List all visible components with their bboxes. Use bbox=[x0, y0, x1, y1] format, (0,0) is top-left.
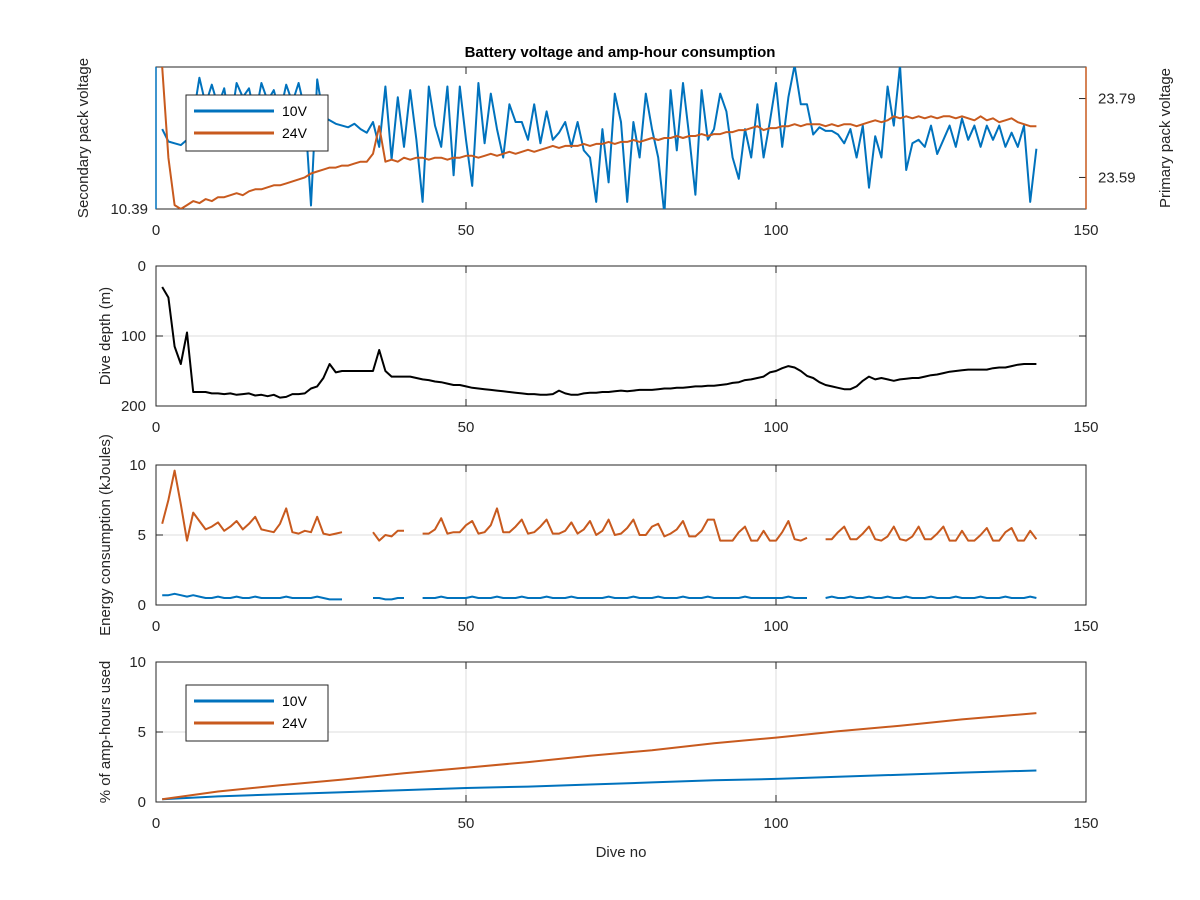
y-axis-label-right: Primary pack voltage bbox=[1157, 68, 1174, 208]
series-line-10v bbox=[162, 769, 1037, 801]
x-tick-label: 0 bbox=[152, 222, 160, 239]
y-tick-label-left: 10.39 bbox=[110, 201, 148, 218]
x-tick-label: 50 bbox=[458, 222, 475, 239]
y-axis-label: Dive depth (m) bbox=[97, 287, 114, 385]
voltage-panel: 0 50 100 150 10.39 23.59 23.79 Secondary pack v… bbox=[75, 58, 1174, 239]
energy-panel: 0 50 100 150 0 5 10 Energy consumption (kJoules… bbox=[97, 434, 1099, 636]
series-group bbox=[161, 286, 1037, 399]
x-tick-label: 150 bbox=[1073, 618, 1098, 635]
series-line-24v bbox=[162, 712, 1037, 801]
x-tick-label: 150 bbox=[1073, 222, 1098, 239]
x-tick-label: 150 bbox=[1073, 419, 1098, 436]
y-tick-label: 100 bbox=[121, 328, 146, 345]
y-tick-label-right: 23.59 bbox=[1098, 169, 1136, 186]
series-line-24v bbox=[161, 67, 1037, 209]
y-tick-label: 0 bbox=[138, 794, 146, 811]
y-axis-label: Energy consumption (kJoules) bbox=[97, 434, 114, 636]
x-tick-label: 100 bbox=[763, 419, 788, 436]
series-line-24v bbox=[825, 525, 1038, 542]
y-axis-label: % of amp-hours used bbox=[97, 661, 114, 804]
legend-label: 24V bbox=[282, 715, 308, 731]
y-tick-label: 10 bbox=[129, 457, 146, 474]
series-line-depth bbox=[161, 286, 1037, 399]
y-tick-label: 200 bbox=[121, 398, 146, 415]
depth-panel: 0 50 100 150 0 100 200 Dive depth (m) bbox=[97, 258, 1099, 436]
x-tick-label: 150 bbox=[1073, 815, 1098, 832]
x-axis-label: Dive no bbox=[596, 844, 647, 861]
x-tick-label: 100 bbox=[763, 618, 788, 635]
series-group bbox=[161, 67, 1038, 209]
x-tick-label: 50 bbox=[458, 618, 475, 635]
y-tick-label: 5 bbox=[138, 527, 146, 544]
series-line-24v bbox=[372, 529, 404, 542]
chart-title: Battery voltage and amp-hour consumption bbox=[465, 44, 776, 61]
y-axis-label-left: Secondary pack voltage bbox=[75, 58, 92, 218]
x-tick-label: 50 bbox=[458, 419, 475, 436]
series-group bbox=[162, 712, 1037, 801]
y-tick-label: 10 bbox=[129, 654, 146, 671]
y-tick-label: 5 bbox=[138, 724, 146, 741]
legend-box bbox=[185, 684, 329, 742]
series-line-10v bbox=[422, 595, 807, 599]
x-tick-label: 0 bbox=[152, 815, 160, 832]
series-group bbox=[161, 469, 1038, 601]
series-line-10v bbox=[162, 592, 342, 601]
x-tick-label: 0 bbox=[152, 419, 160, 436]
x-tick-label: 100 bbox=[763, 815, 788, 832]
x-tick-label: 0 bbox=[152, 618, 160, 635]
legend-box bbox=[185, 94, 329, 152]
series-line-10v bbox=[373, 597, 404, 601]
series-line-24v bbox=[161, 469, 343, 542]
x-tick-label: 100 bbox=[763, 222, 788, 239]
legend-label: 10V bbox=[282, 693, 308, 709]
series-line-24v bbox=[422, 507, 808, 542]
legend-label: 24V bbox=[282, 125, 308, 141]
x-tick-label: 50 bbox=[458, 815, 475, 832]
y-tick-label: 0 bbox=[138, 597, 146, 614]
series-line-10v bbox=[825, 595, 1037, 599]
y-tick-label: 0 bbox=[138, 258, 146, 275]
amphours-panel: 0 50 100 150 0 5 10 % of amp-hours used Dive no 1… bbox=[97, 654, 1099, 861]
series-line-10v bbox=[161, 67, 1038, 209]
legend-label: 10V bbox=[282, 103, 308, 119]
y-tick-label-right: 23.79 bbox=[1098, 91, 1136, 108]
